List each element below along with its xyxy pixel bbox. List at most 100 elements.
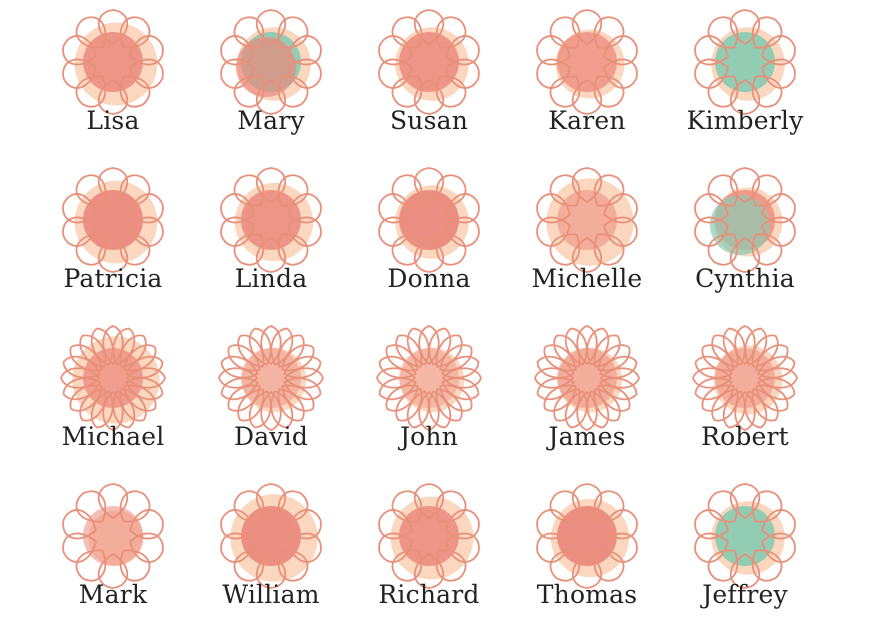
flower-petals <box>692 325 798 431</box>
flower-icon <box>62 9 164 115</box>
petal <box>119 16 151 49</box>
flower-icon <box>220 483 322 589</box>
petal <box>445 532 480 563</box>
petal <box>413 9 445 45</box>
petal <box>761 509 796 540</box>
petal <box>255 553 287 589</box>
petal <box>711 334 739 368</box>
petal <box>129 216 164 247</box>
petal <box>571 79 603 115</box>
petal <box>287 35 322 66</box>
petal <box>707 16 739 49</box>
petal <box>277 490 309 523</box>
flower-petals <box>62 167 164 273</box>
flower-core <box>83 348 143 408</box>
petal <box>79 334 107 368</box>
flower-core <box>715 506 775 566</box>
petal <box>119 490 151 523</box>
flower-core <box>83 190 143 250</box>
flower-james: James <box>512 318 662 476</box>
flower-name-label: Mary <box>237 106 305 135</box>
petal <box>391 174 423 207</box>
petal <box>75 549 107 582</box>
petal <box>406 327 430 366</box>
petal <box>536 35 571 66</box>
flower-name-label: John <box>399 422 459 451</box>
petal <box>603 532 638 563</box>
petal <box>75 16 107 49</box>
flower-petals <box>694 9 796 115</box>
petal <box>707 233 739 266</box>
petal <box>564 327 588 366</box>
flower-icon <box>378 9 480 115</box>
flower-name-label: Kimberly <box>686 106 804 135</box>
petal <box>729 79 761 115</box>
flower-kimberly: Kimberly <box>670 2 820 160</box>
flower-core <box>399 348 459 408</box>
petal <box>255 79 287 115</box>
petal <box>445 58 480 89</box>
flower-icon <box>62 167 164 273</box>
petal <box>287 58 322 89</box>
petal <box>237 334 265 368</box>
flower-linda: Linda <box>196 160 346 318</box>
flower-petals <box>536 483 638 589</box>
flower-icon <box>692 325 798 431</box>
petal <box>435 490 467 523</box>
flower-icon <box>694 483 796 589</box>
flower-petals <box>378 9 480 115</box>
flower-core <box>399 506 459 566</box>
petal <box>729 9 761 45</box>
flower-cynthia: Cynthia <box>670 160 820 318</box>
petal <box>287 216 322 247</box>
flower-mary: Mary <box>196 2 346 160</box>
petal <box>255 237 287 273</box>
petal <box>751 75 783 108</box>
flower-john: John <box>354 318 504 476</box>
petal <box>445 193 480 224</box>
petal <box>553 334 581 368</box>
flower-petals <box>220 9 322 115</box>
petal <box>536 193 571 224</box>
petal <box>129 193 164 224</box>
petal <box>378 58 413 89</box>
flower-petals <box>536 167 638 273</box>
flower-name-label: Michael <box>61 422 165 451</box>
petal <box>220 193 255 224</box>
petal <box>119 75 151 108</box>
flower-name-label: Mark <box>78 580 148 609</box>
flower-thomas: Thomas <box>512 476 662 634</box>
flower-name-label: Karen <box>548 106 626 135</box>
flower-core-secondary <box>236 37 296 97</box>
flower-icon <box>376 325 482 431</box>
petal <box>277 174 309 207</box>
petal <box>62 532 97 563</box>
flower-core <box>557 348 617 408</box>
flower-core <box>557 190 617 250</box>
petal <box>391 16 423 49</box>
petal <box>435 75 467 108</box>
petal <box>751 490 783 523</box>
flower-core <box>83 506 143 566</box>
petal <box>571 237 603 273</box>
flower-petals <box>220 483 322 589</box>
petal <box>233 75 265 108</box>
flower-name-label: Robert <box>701 422 789 451</box>
petal <box>435 16 467 49</box>
petal <box>694 532 729 563</box>
petal <box>707 75 739 108</box>
flower-name-label: Cynthia <box>695 264 795 293</box>
petal <box>571 553 603 589</box>
petal <box>277 16 309 49</box>
flower-petals <box>376 325 482 431</box>
petal <box>729 553 761 589</box>
petal <box>571 9 603 45</box>
petal <box>761 216 796 247</box>
flower-name-label: Jeffrey <box>702 580 788 609</box>
petal <box>445 216 480 247</box>
petal <box>395 334 423 368</box>
petal <box>593 233 625 266</box>
petal <box>435 233 467 266</box>
flower-name-label: William <box>222 580 320 609</box>
flower-core <box>399 32 459 92</box>
